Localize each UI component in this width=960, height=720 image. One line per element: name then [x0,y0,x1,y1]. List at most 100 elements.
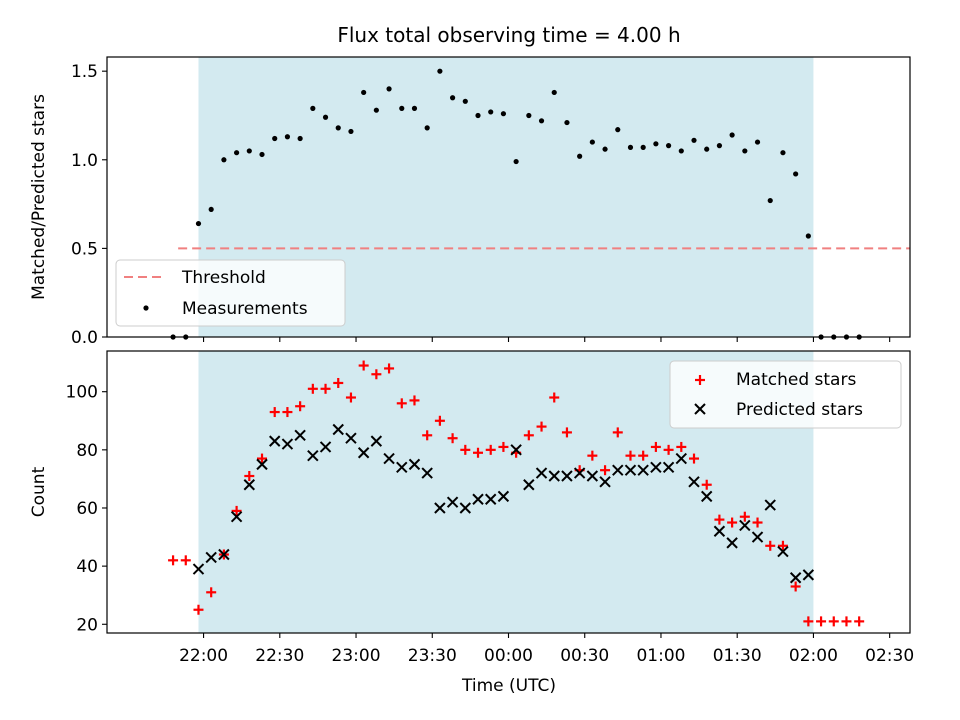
top-ytick-label: 0.5 [71,239,98,259]
measurement-point [640,144,646,150]
matched-star-point [447,433,458,444]
predicted-star-point [281,438,294,450]
ratio-panel: 0.0 0.5 1.0 1.5 Matched/Predicted stars Thr… [29,56,911,348]
count-panel: 20 40 60 80 100 22:00 22:30 23:00 23:30 00:00 00:… [29,350,914,696]
legend-measurements-swatch [143,305,149,311]
matched-star-point [739,511,750,522]
measurement-point [589,139,595,145]
measurement-point [335,125,341,131]
matched-star-point [714,514,725,525]
predicted-star-point [459,502,472,514]
predicted-star-point [357,447,370,459]
predicted-star-point [688,476,700,488]
top-ytick-label: 1.5 [71,62,98,82]
xtick-label: 00:00 [484,646,533,666]
matched-star-point [269,407,280,418]
predicted-star-point [472,493,484,505]
measurement-point [208,206,214,213]
matched-star-point [803,616,814,627]
legend-matched-label: Matched stars [736,370,856,390]
predicted-star-point [497,490,510,503]
measurement-point [437,68,443,74]
predicted-star-point [739,519,751,532]
measurement-point [386,86,392,92]
predicted-star-point [446,496,459,508]
measurement-point [704,146,710,152]
matched-star-point [295,401,306,412]
measurement-point [665,143,672,149]
measurement-point [729,132,735,138]
measurement-point [361,89,367,96]
measurement-point [399,105,405,111]
matched-star-point [257,453,268,464]
predicted-star-point [408,458,421,471]
xtick-label: 01:00 [636,646,685,666]
measurement-point [767,197,773,204]
matched-star-point [460,444,471,455]
bottom-ytick-label: 100 [66,383,98,403]
matched-star-point [320,383,331,394]
measurement-point [424,125,430,131]
xtick-label: 02:00 [789,646,838,666]
measurement-point [691,137,697,143]
predicted-star-point [383,452,395,465]
ratio-y-axis-label: Matched/Predicted stars [29,94,49,300]
top-ytick-label: 1.0 [71,151,98,171]
predicted-star-point [726,537,738,549]
matched-star-point [231,505,242,516]
measurement-point [564,119,570,126]
matched-star-point [549,392,560,403]
xtick-label: 01:30 [713,646,762,666]
predicted-star-point [624,464,637,476]
matched-star-point [244,471,255,482]
predicted-star-point [396,461,408,473]
matched-star-point [765,540,776,551]
matched-star-point [638,450,649,461]
matched-star-point [422,430,433,441]
matched-star-point [307,383,318,394]
measurement-point [284,134,291,140]
measurement-point [780,150,786,156]
matched-star-point [384,363,395,374]
legend-predicted-label: Predicted stars [736,400,863,420]
xtick-label: 02:30 [865,646,914,666]
predicted-star-point [510,444,522,456]
predicted-star-point [307,449,319,462]
matched-star-point [828,616,839,627]
measurement-point [272,135,278,142]
measurement-point [716,143,723,149]
predicted-star-point [230,511,243,523]
bottom-ytick-label: 20 [76,615,98,635]
predicted-star-point [205,551,217,564]
measurement-point [259,151,265,158]
predicted-star-point [243,479,256,491]
measurement-point [246,148,252,154]
predicted-star-point [789,572,802,584]
matched-star-point [536,421,547,432]
predicted-star-point [332,423,344,436]
measurement-point [411,105,418,111]
matched-star-point [371,369,382,380]
legend-predicted-swatch [694,403,706,415]
predicted-star-point [345,432,357,444]
measurement-point [322,114,329,120]
matched-star-point [752,517,763,528]
measurement-point [348,128,354,135]
matched-star-point [841,616,852,627]
measurement-point [551,89,557,96]
measurement-point [297,135,303,142]
matched-star-point [650,441,661,452]
xtick-label: 00:30 [560,646,609,666]
matched-star-point [625,450,636,461]
measurement-point [805,233,811,239]
ratio-legend-box [115,259,346,327]
matched-star-point [333,377,344,388]
matched-star-point [206,587,217,598]
count-legend-box [669,360,902,429]
measurement-point [449,95,456,101]
measurement-point [627,144,634,150]
matched-star-point [689,453,700,464]
matched-star-point [396,398,407,409]
matched-star-point [561,427,572,438]
